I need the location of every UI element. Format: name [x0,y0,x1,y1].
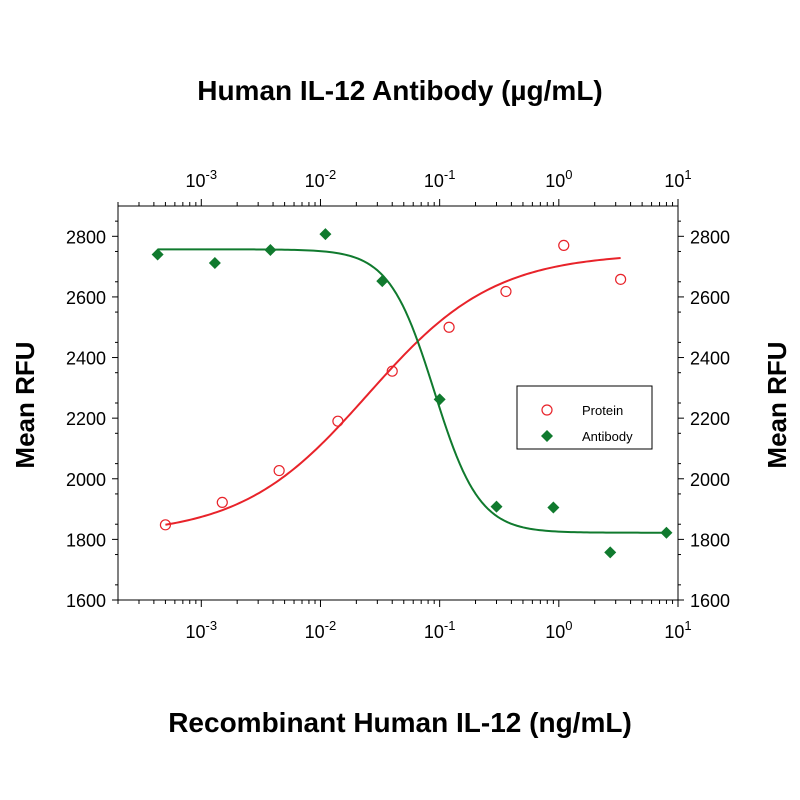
y-tick-label-left: 2800 [66,227,106,247]
y-tick-label-left: 1800 [66,530,106,550]
point-protein [216,496,228,509]
point-protein [558,239,570,251]
y-tick-label-left: 2400 [66,349,106,369]
y-tick-label-right: 2600 [690,288,730,308]
point-antibody [208,256,221,269]
axis-ticks: 1600 1600 1800 1800 2000 2000 2200 2200 2400 2400… [66,167,730,642]
top-axis-title: Human IL-12 Antibody (µg/mL) [197,75,603,106]
y-tick-label-left: 2600 [66,288,106,308]
legend-box [516,385,653,450]
x-bottom-tick-label: 10-1 [424,618,456,642]
x-bottom-tick-label: 10-2 [305,618,337,642]
x-bottom-tick-label: 100 [545,618,572,642]
point-protein [386,365,398,377]
right-axis-title: Mean RFU [762,341,792,468]
point-antibody [604,546,617,559]
point-antibody [264,243,277,256]
legend-marker-antibody [541,430,553,442]
point-antibody [490,500,503,513]
legend-label-antibody: Antibody [582,429,633,444]
point-antibody [376,275,389,288]
x-top-tick-label: 10-3 [186,167,218,191]
point-antibody [547,501,560,514]
y-tick-label-right: 2800 [690,227,730,247]
point-protein [273,464,285,477]
y-tick-label-right: 1600 [690,591,730,611]
left-axis-title: Mean RFU [10,341,40,468]
point-protein [615,273,627,285]
legend-marker-protein [541,404,553,416]
legend: Protein Antibody [516,385,653,450]
point-antibody [433,393,446,406]
x-top-tick-label: 10-2 [305,167,337,191]
y-tick-label-left: 2200 [66,409,106,429]
legend-label-protein: Protein [582,403,623,418]
point-protein [159,519,172,531]
point-protein [443,321,455,333]
point-antibody [151,248,164,261]
y-tick-label-right: 2400 [690,349,730,369]
x-top-tick-label: 10-1 [424,167,456,191]
point-antibody [319,228,332,241]
data-points [151,228,673,559]
fit-curve-antibody [157,248,667,534]
x-bottom-tick-label: 10-3 [186,618,218,642]
x-bottom-tick-label: 101 [664,618,691,642]
point-antibody [660,526,673,539]
bottom-axis-title: Recombinant Human IL-12 (ng/mL) [168,707,632,738]
y-tick-label-left: 1600 [66,591,106,611]
y-tick-label-right: 2000 [690,470,730,490]
y-tick-label-right: 1800 [690,530,730,550]
x-top-tick-label: 101 [664,167,691,191]
x-top-tick-label: 100 [545,167,572,191]
y-tick-label-right: 2200 [690,409,730,429]
point-protein [332,415,344,427]
point-protein [500,285,512,298]
y-tick-label-left: 2000 [66,470,106,490]
